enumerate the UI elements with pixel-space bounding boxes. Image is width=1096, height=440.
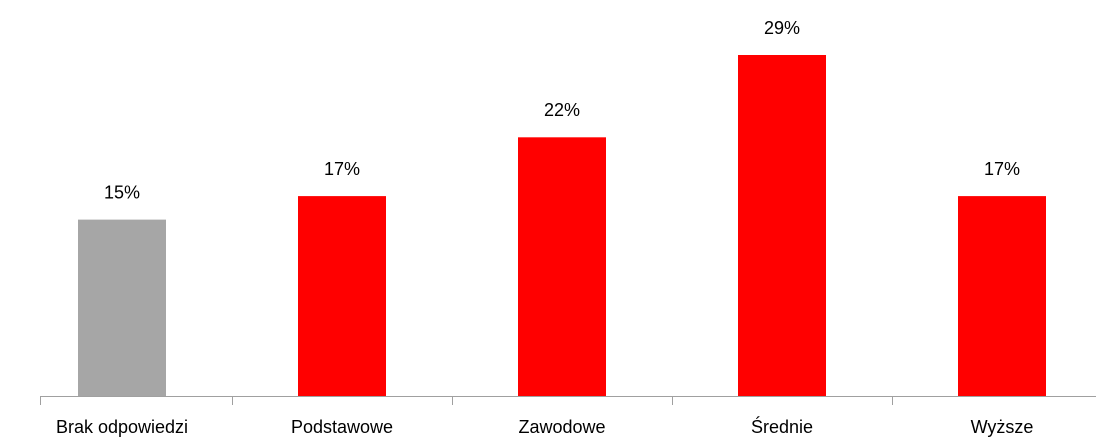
x-tick-label: Średnie	[751, 416, 813, 437]
x-tick-label: Wyższe	[971, 417, 1034, 437]
data-label: 29%	[764, 18, 800, 38]
x-tick-label: Brak odpowiedzi	[56, 417, 188, 437]
x-tick-label: Podstawowe	[291, 417, 393, 437]
data-label: 17%	[324, 159, 360, 179]
bar	[738, 55, 826, 396]
data-label: 22%	[544, 100, 580, 120]
bar	[518, 137, 606, 396]
bar	[958, 196, 1046, 396]
data-label: 17%	[984, 159, 1020, 179]
bar	[298, 196, 386, 396]
data-label: 15%	[104, 182, 140, 202]
bar	[78, 219, 166, 396]
x-tick-label: Zawodowe	[518, 417, 605, 437]
